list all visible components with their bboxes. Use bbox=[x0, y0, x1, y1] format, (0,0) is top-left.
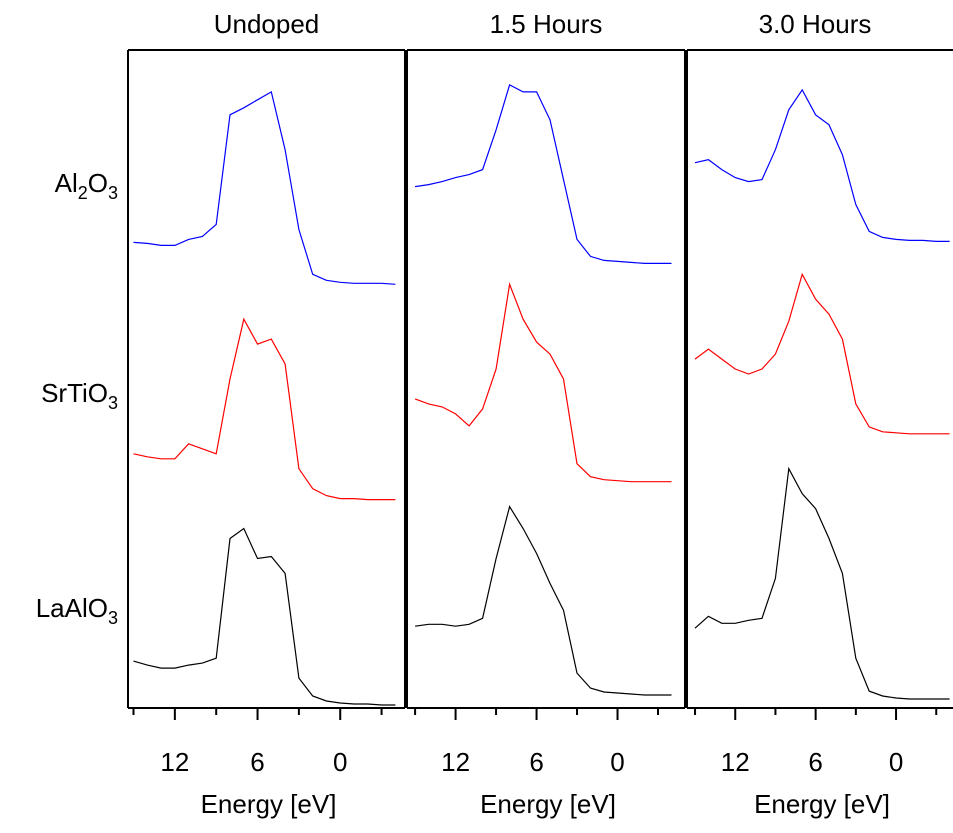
x-tick-label: 12 bbox=[160, 747, 189, 777]
x-tick-label: 0 bbox=[610, 747, 624, 777]
row-label-part: 3 bbox=[108, 608, 118, 628]
row-label: LaAlO3 bbox=[36, 593, 118, 628]
row-label-part: 3 bbox=[108, 183, 118, 203]
panel-title: Undoped bbox=[214, 9, 320, 39]
x-axis-label: Energy [eV] bbox=[480, 789, 616, 819]
row-label-part: O bbox=[88, 168, 108, 198]
spectrum-line bbox=[414, 282, 672, 483]
spectrum-line bbox=[133, 527, 396, 706]
x-tick-label: 6 bbox=[808, 747, 822, 777]
x-tick-label: 0 bbox=[889, 747, 903, 777]
x-tick-label: 12 bbox=[441, 747, 470, 777]
x-axis-label: Energy [eV] bbox=[201, 789, 337, 819]
x-axis-label: Energy [eV] bbox=[754, 789, 890, 819]
row-label-part: SrTiO bbox=[41, 378, 108, 408]
row-label-part: 2 bbox=[78, 183, 88, 203]
x-tick-label: 0 bbox=[333, 747, 347, 777]
spectrum-line bbox=[694, 272, 950, 435]
x-tick-label: 6 bbox=[529, 747, 543, 777]
row-label: Al2O3 bbox=[55, 168, 118, 203]
spectrum-line bbox=[694, 88, 950, 242]
spectrum-line bbox=[415, 84, 672, 264]
x-tick-label: 12 bbox=[721, 747, 750, 777]
spectrum-line bbox=[133, 317, 396, 501]
row-label-part: LaAlO bbox=[36, 593, 108, 623]
row-label: SrTiO3 bbox=[41, 378, 118, 413]
x-tick-label: 6 bbox=[250, 747, 264, 777]
spectrum-line bbox=[415, 505, 672, 696]
row-label-part: 3 bbox=[108, 393, 118, 413]
spectrum-line bbox=[133, 90, 396, 285]
spectrum-line bbox=[694, 466, 950, 700]
row-label-part: Al bbox=[55, 168, 78, 198]
panel-title: 3.0 Hours bbox=[759, 9, 872, 39]
panel-title: 1.5 Hours bbox=[490, 9, 603, 39]
